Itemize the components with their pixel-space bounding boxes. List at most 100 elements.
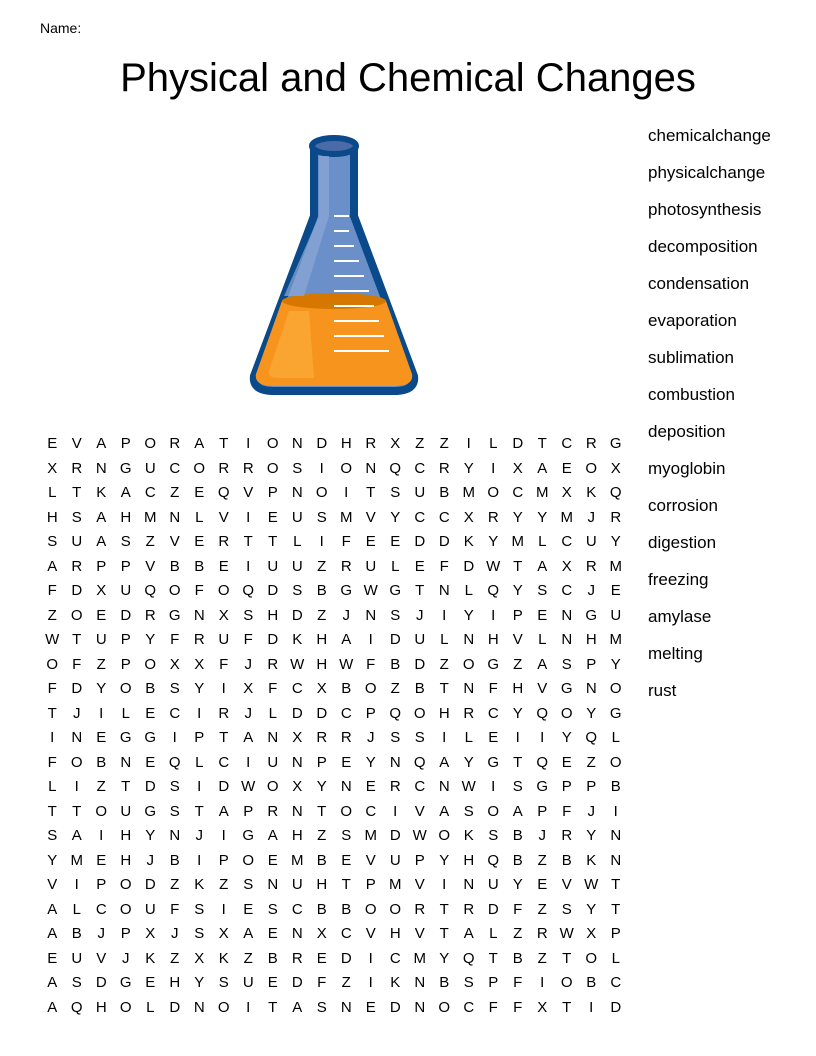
grid-cell: R [187, 632, 212, 647]
grid-cell: I [481, 608, 506, 623]
grid-cell: L [40, 485, 65, 500]
grid-cell: F [432, 559, 457, 574]
grid-cell: N [408, 975, 433, 990]
grid-cell: D [481, 902, 506, 917]
word-item: evaporation [648, 311, 776, 331]
grid-cell: P [114, 559, 139, 574]
word-item: digestion [648, 533, 776, 553]
grid-cell: E [604, 583, 629, 598]
grid-cell: E [383, 534, 408, 549]
grid-cell: S [65, 975, 90, 990]
grid-cell: J [65, 706, 90, 721]
grid-cell: I [432, 877, 457, 892]
grid-cell: A [432, 755, 457, 770]
grid-cell: M [555, 510, 580, 525]
word-item: deposition [648, 422, 776, 442]
grid-cell: A [285, 1000, 310, 1015]
grid-cell: C [555, 436, 580, 451]
grid-cell: S [334, 828, 359, 843]
grid-cell: Q [65, 1000, 90, 1015]
grid-cell: Q [383, 461, 408, 476]
grid-cell: I [187, 853, 212, 868]
page-title: Physical and Chemical Changes [40, 56, 776, 101]
grid-cell: A [114, 485, 139, 500]
grid-cell: X [163, 657, 188, 672]
grid-cell: I [236, 755, 261, 770]
grid-cell: N [261, 730, 286, 745]
grid-cell: O [40, 657, 65, 672]
word-item: melting [648, 644, 776, 664]
grid-cell: X [89, 583, 114, 598]
grid-cell: Q [408, 755, 433, 770]
grid-cell: O [432, 1000, 457, 1015]
grid-cell: N [114, 755, 139, 770]
grid-cell: L [604, 951, 629, 966]
grid-cell: B [310, 583, 335, 598]
grid-cell: A [40, 926, 65, 941]
grid-cell: V [40, 877, 65, 892]
grid-cell: H [40, 510, 65, 525]
grid-cell: B [383, 657, 408, 672]
grid-cell: Q [236, 583, 261, 598]
grid-cell: Z [432, 436, 457, 451]
grid-cell: U [89, 632, 114, 647]
grid-cell: K [579, 485, 604, 500]
grid-cell: I [530, 730, 555, 745]
grid-cell: V [408, 877, 433, 892]
grid-cell: S [555, 657, 580, 672]
grid-cell: N [334, 779, 359, 794]
grid-cell: B [506, 951, 531, 966]
grid-cell: A [187, 436, 212, 451]
grid-cell: G [114, 730, 139, 745]
word-search-grid: EVAPORATIONDHRXZZILDTCRGXRNGUCORROSIONQC… [40, 436, 628, 1015]
grid-cell: X [506, 461, 531, 476]
grid-cell: D [506, 436, 531, 451]
grid-cell: A [236, 730, 261, 745]
grid-cell: W [481, 559, 506, 574]
grid-cell: I [236, 1000, 261, 1015]
grid-cell: M [506, 534, 531, 549]
grid-cell: R [579, 559, 604, 574]
word-item: myoglobin [648, 459, 776, 479]
grid-cell: Q [481, 853, 506, 868]
grid-cell: X [187, 657, 212, 672]
grid-cell: S [457, 804, 482, 819]
word-item: sublimation [648, 348, 776, 368]
grid-cell: O [310, 485, 335, 500]
grid-cell: F [506, 902, 531, 917]
grid-cell: R [530, 926, 555, 941]
grid-cell: R [432, 461, 457, 476]
name-field[interactable]: Name: [40, 20, 776, 36]
grid-cell: N [89, 461, 114, 476]
grid-cell: E [89, 608, 114, 623]
grid-cell: F [481, 681, 506, 696]
grid-cell: Y [506, 877, 531, 892]
grid-cell: T [212, 730, 237, 745]
grid-cell: K [285, 632, 310, 647]
grid-cell: C [138, 485, 163, 500]
grid-cell: C [285, 902, 310, 917]
grid-cell: Z [530, 853, 555, 868]
grid-cell: M [285, 853, 310, 868]
grid-cell: A [40, 1000, 65, 1015]
grid-cell: Y [506, 706, 531, 721]
grid-cell: D [163, 1000, 188, 1015]
grid-cell: P [114, 657, 139, 672]
grid-cell: M [604, 559, 629, 574]
grid-cell: H [481, 632, 506, 647]
grid-cell: I [481, 461, 506, 476]
grid-cell: I [457, 436, 482, 451]
grid-cell: U [359, 559, 384, 574]
grid-row: TJILECIRJLDDCPQOHRCYQOYG [40, 706, 628, 721]
grid-cell: O [114, 902, 139, 917]
grid-cell: Y [457, 461, 482, 476]
grid-cell: Q [138, 583, 163, 598]
grid-row: TTOUGSTAPRNTOCIVASOAPFJI [40, 804, 628, 819]
grid-cell: Z [408, 436, 433, 451]
grid-cell: Z [89, 779, 114, 794]
grid-cell: B [65, 926, 90, 941]
grid-cell: M [530, 485, 555, 500]
grid-cell: D [310, 706, 335, 721]
grid-cell: S [310, 1000, 335, 1015]
grid-cell: I [212, 828, 237, 843]
